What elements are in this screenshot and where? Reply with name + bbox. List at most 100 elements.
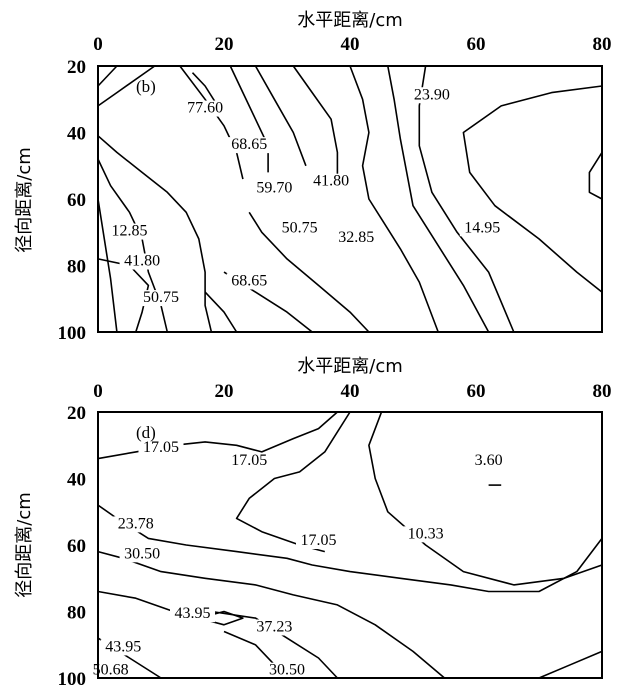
contour-label-2-11: 50.68 bbox=[93, 662, 129, 679]
contour-line-2-11 bbox=[538, 650, 603, 679]
contour-label-2-1: 17.05 bbox=[143, 439, 179, 456]
contour-label-2-4: 23.78 bbox=[118, 515, 154, 532]
contour-line-1-18 bbox=[248, 211, 370, 333]
contour-line-1-13 bbox=[462, 85, 603, 293]
contour-line-2-9 bbox=[368, 411, 603, 586]
contour-label-1-5: 50.75 bbox=[282, 219, 318, 236]
contour-label-2-6: 10.33 bbox=[408, 525, 444, 542]
x-tick-label-1-4: 60 bbox=[467, 34, 486, 55]
contour-label-bg-2-4 bbox=[113, 516, 159, 533]
contour-label-bg-2-6 bbox=[403, 526, 449, 543]
contour-line-2-6 bbox=[198, 610, 244, 626]
contour-label-bg-1-1 bbox=[182, 100, 228, 117]
panel-label-2: (d) bbox=[136, 423, 156, 442]
contour-label-1-2: 68.65 bbox=[231, 136, 267, 153]
contour-line-1-16 bbox=[204, 291, 238, 333]
contour-line-1-19 bbox=[191, 72, 219, 107]
contour-line-1-12 bbox=[418, 65, 515, 333]
contour-line-1-11 bbox=[387, 65, 490, 333]
y-tick-label-2-2: 40 bbox=[67, 470, 86, 491]
plot-frame-1 bbox=[97, 65, 603, 333]
contour-label-2-7: 30.50 bbox=[124, 545, 160, 562]
x-tick-label-2-2: 20 bbox=[215, 381, 234, 402]
contour-line-1-8 bbox=[254, 65, 307, 167]
contour-label-bg-1-10 bbox=[119, 253, 165, 270]
contour-line-1-10 bbox=[349, 65, 439, 333]
contour-label-bg-2-3 bbox=[470, 453, 507, 470]
contour-label-2-8: 43.95 bbox=[175, 605, 211, 622]
x-tick-label-2-4: 60 bbox=[467, 381, 486, 402]
x-tick-label-1-1: 0 bbox=[93, 34, 103, 55]
x-tick-label-2-1: 0 bbox=[93, 381, 103, 402]
contour-label-bg-2-12 bbox=[264, 662, 310, 679]
x-tick-label-1-3: 40 bbox=[341, 34, 360, 55]
y-axis-title-1: 径向距离/cm bbox=[14, 147, 35, 253]
contour-label-bg-1-7 bbox=[409, 87, 455, 104]
y-tick-label-2-4: 80 bbox=[67, 603, 86, 624]
contour-label-bg-1-6 bbox=[333, 230, 379, 247]
y-tick-label-1-1: 20 bbox=[67, 57, 86, 78]
y-tick-label-1-2: 40 bbox=[67, 124, 86, 145]
contour-label-bg-2-7 bbox=[119, 546, 165, 563]
contour-line-2-8 bbox=[235, 411, 351, 553]
y-tick-label-1-4: 80 bbox=[67, 257, 86, 278]
contour-label-1-7: 23.90 bbox=[414, 86, 450, 103]
contour-line-1-1 bbox=[97, 65, 118, 87]
y-tick-label-1-5: 100 bbox=[58, 323, 87, 344]
contour-label-bg-1-2 bbox=[226, 137, 272, 154]
y-tick-label-1-3: 60 bbox=[67, 190, 86, 211]
x-tick-label-1-2: 20 bbox=[215, 34, 234, 55]
contour-line-1-15 bbox=[97, 258, 150, 333]
plot-frame-2 bbox=[97, 411, 603, 679]
contour-label-bg-2-5 bbox=[296, 533, 341, 549]
contour-label-bg-1-3 bbox=[251, 180, 297, 197]
contour-label-1-4: 41.80 bbox=[313, 173, 349, 190]
y-axis-title-2: 径向距离/cm bbox=[14, 492, 35, 598]
contour-line-1-2 bbox=[97, 65, 156, 107]
contour-label-bg-1-11 bbox=[138, 290, 184, 307]
contour-label-bg-1-4 bbox=[308, 173, 354, 190]
contour-label-bg-2-1 bbox=[138, 439, 184, 456]
contour-label-2-2: 17.05 bbox=[231, 452, 267, 469]
panel-label-1: (b) bbox=[136, 77, 156, 96]
contour-label-1-12: 68.65 bbox=[231, 272, 267, 289]
y-tick-label-2-3: 60 bbox=[67, 536, 86, 557]
contour-label-1-11: 50.75 bbox=[143, 289, 179, 306]
contour-label-bg-2-11 bbox=[88, 662, 134, 679]
contour-label-2-5: 17.05 bbox=[301, 532, 337, 549]
contour-label-bg-2-9 bbox=[251, 619, 297, 636]
x-tick-label-1-5: 80 bbox=[593, 34, 612, 55]
contour-label-bg-2-2 bbox=[226, 453, 272, 470]
contour-label-2-10: 43.95 bbox=[105, 638, 141, 655]
contour-line-1-3 bbox=[97, 135, 213, 333]
contour-label-2-3: 3.60 bbox=[475, 452, 503, 469]
contour-line-2-3 bbox=[97, 550, 446, 679]
contour-label-1-6: 32.85 bbox=[338, 229, 374, 246]
contour-label-1-10: 41.80 bbox=[124, 253, 160, 270]
y-tick-label-2-5: 100 bbox=[58, 669, 87, 688]
contour-line-2-1 bbox=[97, 411, 338, 460]
x-axis-title-1: 水平距离/cm bbox=[297, 10, 403, 31]
x-axis-title-2: 水平距离/cm bbox=[297, 356, 403, 377]
contour-label-2-9: 37.23 bbox=[256, 618, 292, 635]
contour-line-1-5 bbox=[97, 198, 118, 333]
contour-label-2-12: 30.50 bbox=[269, 662, 305, 679]
contour-label-1-1: 77.60 bbox=[187, 100, 223, 117]
contour-label-bg-2-8 bbox=[170, 606, 215, 623]
contour-label-1-3: 59.70 bbox=[256, 179, 292, 196]
y-tick-label-2-1: 20 bbox=[67, 403, 86, 424]
x-tick-label-2-3: 40 bbox=[341, 381, 360, 402]
contour-line-1-7 bbox=[229, 65, 269, 173]
contour-label-bg-1-5 bbox=[277, 220, 323, 237]
contour-label-1-8: 14.95 bbox=[464, 219, 500, 236]
contour-label-bg-2-10 bbox=[100, 639, 146, 656]
contour-line-1-14 bbox=[588, 151, 603, 200]
contour-line-1-6 bbox=[179, 65, 244, 180]
contour-label-bg-1-8 bbox=[459, 220, 505, 237]
x-tick-label-2-5: 80 bbox=[593, 381, 612, 402]
contour-line-1-9 bbox=[292, 65, 339, 180]
contour-label-1-9: 12.85 bbox=[112, 223, 148, 240]
contour-line-2-2 bbox=[97, 504, 603, 593]
contour-label-bg-1-9 bbox=[107, 223, 152, 240]
